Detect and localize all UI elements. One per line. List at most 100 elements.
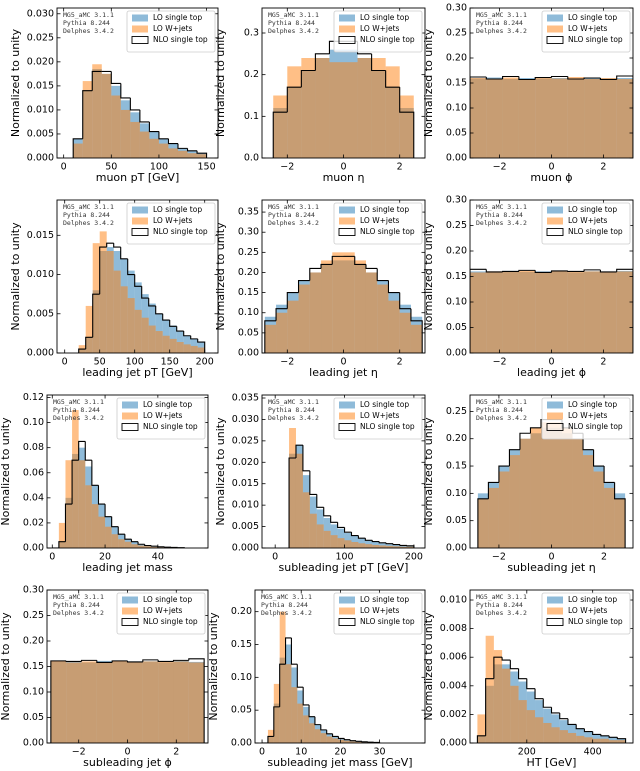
step-segment [177,143,188,149]
hist-bar [85,305,93,353]
hist-bar [509,455,520,548]
hist-bar [144,546,152,548]
legend-swatch [132,217,148,225]
legend-label: LO single top [568,205,617,214]
step-segment [137,541,145,545]
x-tick-label: 0 [259,747,265,758]
hist-bar [148,325,156,353]
step-segment [376,268,389,282]
hist-bar [58,522,66,548]
hist-bar [399,312,411,353]
legend-swatch [547,217,563,225]
y-tick-label: 0.005 [232,521,259,532]
annotation: MG5_aMC 3.1.1 [63,11,114,19]
hist-bar [78,460,86,548]
step-segment [616,268,633,353]
step-segment [534,270,552,273]
x-tick-label: 150 [197,162,215,173]
step-segment [550,707,560,714]
legend-label: LO single top [360,595,409,604]
annotation: Delphes 3.4.2 [268,27,319,35]
plot-area [50,658,205,743]
hist-bar [326,736,333,743]
step-segment [91,70,102,91]
step-segment [78,348,86,353]
y-tick-label: 0.15 [446,271,467,282]
annotation: Delphes 3.4.2 [476,609,527,617]
step-segment [518,76,536,81]
legend-swatch [132,14,148,22]
hist-bar [330,535,338,548]
step-segment [197,338,206,353]
hist-bar [98,516,106,548]
step-segment [508,449,520,467]
hist-bar [295,453,303,548]
hist-bar [82,81,93,158]
step-segment [485,678,494,736]
hist-bar [617,740,626,743]
y-tick-label: 0.010 [232,500,259,511]
x-tick-label: 100 [126,357,144,368]
hist-bar [584,271,601,353]
step-segment [111,660,128,663]
x-tick-label: 0 [548,162,554,173]
step-segment [477,498,489,548]
step-segment [285,637,292,665]
plot-area [272,40,415,158]
step-segment [485,269,503,273]
step-segment [542,698,552,708]
y-tick-label: 0.005 [27,308,54,319]
plot-area [470,268,633,353]
x-axis-label: subleading jet η [507,561,595,574]
hist-bar [576,735,585,743]
hist-bar [344,540,352,548]
step-segment [155,305,163,315]
y-tick-label: 0.00 [23,738,44,749]
step-segment [371,540,380,543]
hist-bar [518,700,527,743]
step-segment [286,86,302,113]
legend-swatch [339,607,355,615]
hist-bar [141,317,149,353]
hist-bar [567,732,577,743]
hist-bar [158,143,169,158]
step-segment [286,292,299,309]
hist-bar [477,498,489,548]
y-tick-label: 0.010 [27,104,54,115]
x-tick-label: 0 [272,552,278,563]
panel: −2 0 2 0.00 0.05 0.10 0.15 0.20 0.25 0.30 muon ϕ No… [422,3,634,184]
step-segment [337,736,345,739]
hist-bar [519,438,531,548]
step-segment [275,308,288,321]
hist-bar [301,58,316,158]
step-segment [302,687,310,706]
step-segment [592,731,601,735]
legend-swatch [547,596,563,604]
step-segment [148,298,156,307]
step-segment [150,545,158,547]
hist-bar [372,545,380,548]
annotation: Pythia 8.244 [63,211,110,219]
step-segment [58,541,66,548]
y-tick-label: 0.10 [23,687,44,698]
step-segment [399,87,415,158]
hist-bar [583,455,594,548]
y-tick-label: 0.30 [238,227,259,238]
hist-bar [567,77,585,158]
plot-area [288,428,415,548]
x-tick-label: 2 [601,552,607,563]
step-segment [290,637,298,665]
legend-swatch [547,401,563,409]
step-segment [355,740,362,742]
y-tick-label: 0.015 [232,478,259,489]
y-tick-label: 0.30 [23,585,44,596]
x-tick-label: −2 [493,162,507,173]
hist-bar [285,664,292,743]
x-tick-label: 0 [49,552,55,563]
hist-bar [593,471,605,548]
hist-bar [111,534,119,548]
hist-bar [176,342,184,353]
hist-bar [518,79,536,158]
hist-bar [526,710,536,743]
